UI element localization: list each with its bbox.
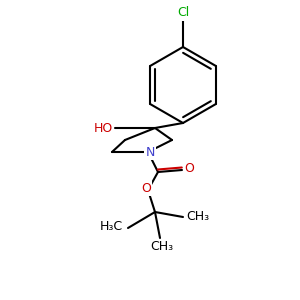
Text: Cl: Cl <box>177 7 189 20</box>
Text: O: O <box>141 182 151 194</box>
Text: CH₃: CH₃ <box>186 209 210 223</box>
Text: N: N <box>145 146 155 158</box>
Text: O: O <box>184 163 194 176</box>
Text: H₃C: H₃C <box>99 220 123 233</box>
Text: HO: HO <box>93 122 112 134</box>
Text: CH₃: CH₃ <box>150 241 174 254</box>
